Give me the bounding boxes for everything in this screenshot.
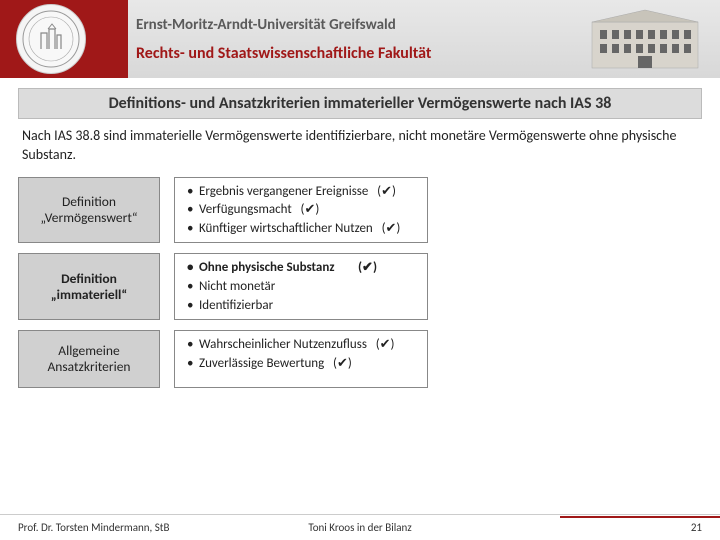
- row-label: Definition „Vermögenswert“: [18, 177, 160, 244]
- slide-header: Ernst-Moritz-Arndt-Universität Greifswal…: [0, 0, 720, 78]
- row-label: Allgemeine Ansatzkriterien: [18, 330, 160, 388]
- bullet-item: Ohne physische Substanz (✔): [185, 259, 417, 277]
- footer-left: Prof. Dr. Torsten Mindermann, StB: [18, 521, 169, 534]
- definitions-rows: Definition „Vermögenswert“Ergebnis verga…: [18, 177, 702, 388]
- row-bullets: Ergebnis vergangener Ereignisse (✔)Verfü…: [174, 177, 428, 244]
- row-bullets: Ohne physische Substanz (✔)Nicht monetär…: [174, 253, 428, 320]
- bullet-item: Nicht monetär: [185, 278, 417, 296]
- building-image: [590, 8, 700, 70]
- seal-icon: [21, 9, 81, 69]
- bullet-item: Verfügungsmacht (✔): [185, 201, 417, 219]
- header-text: Ernst-Moritz-Arndt-Universität Greifswal…: [136, 16, 431, 63]
- slide-content: Definitions- und Ansatzkriterien immater…: [0, 78, 720, 388]
- definition-row: Definition „immateriell“Ohne physische S…: [18, 253, 702, 320]
- row-label: Definition „immateriell“: [18, 253, 160, 320]
- faculty-name: Rechts- und Staatswissenschaftliche Faku…: [136, 44, 431, 63]
- university-name: Ernst-Moritz-Arndt-Universität Greifswal…: [136, 16, 431, 34]
- row-bullets: Wahrscheinlicher Nutzenzufluss (✔)Zuverl…: [174, 330, 428, 388]
- page-number: 21: [691, 521, 702, 534]
- bullet-item: Ergebnis vergangener Ereignisse (✔): [185, 183, 417, 201]
- university-seal: [16, 4, 86, 74]
- definition-row: Allgemeine AnsatzkriterienWahrscheinlich…: [18, 330, 702, 388]
- bullet-item: Künftiger wirtschaftlicher Nutzen (✔): [185, 220, 417, 238]
- footer-center: Toni Kroos in der Bilanz: [308, 521, 411, 534]
- bullet-item: Identifizierbar: [185, 297, 417, 315]
- bullet-item: Zuverlässige Bewertung (✔): [185, 355, 417, 373]
- slide-title: Definitions- und Ansatzkriterien immater…: [18, 88, 702, 119]
- bullet-item: Wahrscheinlicher Nutzenzufluss (✔): [185, 336, 417, 354]
- slide-footer: Prof. Dr. Torsten Mindermann, StB Toni K…: [0, 514, 720, 540]
- definition-row: Definition „Vermögenswert“Ergebnis verga…: [18, 177, 702, 244]
- intro-text: Nach IAS 38.8 sind immaterielle Vermögen…: [22, 127, 698, 165]
